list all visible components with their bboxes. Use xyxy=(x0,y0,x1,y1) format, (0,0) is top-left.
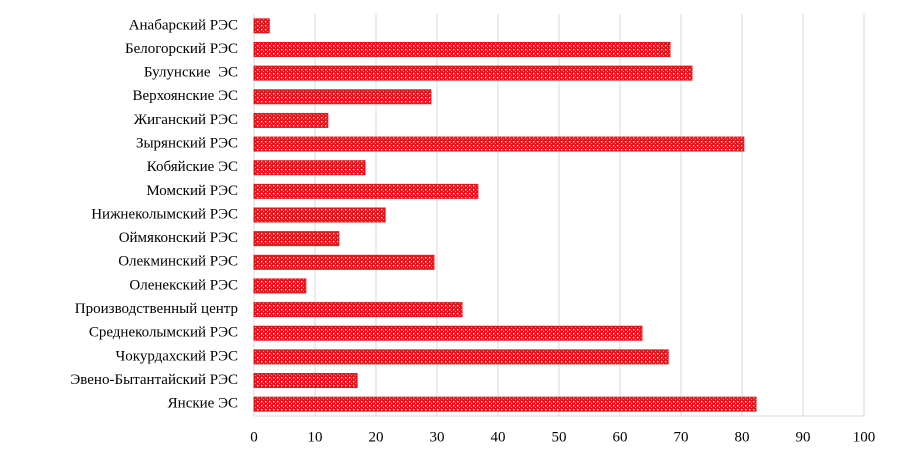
x-tick-label: 70 xyxy=(674,429,689,445)
bar xyxy=(253,183,479,199)
y-tick-label: Булунские ЭС xyxy=(144,65,238,81)
x-tick-label: 30 xyxy=(430,429,445,445)
bar xyxy=(253,325,643,341)
y-tick-label: Производственный центр xyxy=(75,301,238,317)
y-tick-label: Белогорский РЭС xyxy=(125,41,238,57)
x-tick-label: 20 xyxy=(369,429,384,445)
y-tick-label: Момский РЭС xyxy=(146,183,238,199)
bar xyxy=(253,302,463,318)
x-tick-label: 40 xyxy=(491,429,506,445)
bar xyxy=(253,136,745,152)
x-tick-label: 10 xyxy=(308,429,323,445)
y-tick-label: Чокурдахский РЭС xyxy=(116,348,238,364)
bar xyxy=(253,254,435,270)
y-tick-label: Зырянский РЭС xyxy=(136,135,238,151)
x-tick-label: 100 xyxy=(853,429,876,445)
bar xyxy=(253,41,671,57)
y-tick-label: Жиганский РЭС xyxy=(134,112,238,128)
y-tick-label: Оленекский РЭС xyxy=(129,277,238,293)
bar xyxy=(253,65,693,81)
bar xyxy=(253,112,329,128)
y-tick-label: Среднеколымский РЭС xyxy=(89,325,238,341)
bar xyxy=(253,207,386,223)
x-tick-label: 90 xyxy=(796,429,811,445)
y-tick-label: Янские ЭС xyxy=(168,396,238,412)
y-tick-label: Верхоянские ЭС xyxy=(132,88,238,104)
x-tick-label: 0 xyxy=(250,429,258,445)
y-tick-label: Эвено-Бытантайский РЭС xyxy=(70,372,238,388)
bar xyxy=(253,89,432,105)
bar xyxy=(253,373,358,389)
bar xyxy=(253,396,757,412)
bar xyxy=(253,231,340,247)
x-tick-label: 50 xyxy=(552,429,567,445)
bar xyxy=(253,160,366,176)
y-tick-label: Кобяйские ЭС xyxy=(147,159,238,175)
x-tick-label: 80 xyxy=(735,429,750,445)
y-tick-label: Оймяконский РЭС xyxy=(119,230,238,246)
bar xyxy=(253,349,669,365)
y-tick-label: Олекминский РЭС xyxy=(118,254,238,270)
x-tick-label: 60 xyxy=(613,429,628,445)
bar xyxy=(253,278,307,294)
y-tick-label: Нижнеколымский РЭС xyxy=(91,206,238,222)
bar xyxy=(253,18,270,34)
y-tick-label: Анабарский РЭС xyxy=(129,17,238,33)
